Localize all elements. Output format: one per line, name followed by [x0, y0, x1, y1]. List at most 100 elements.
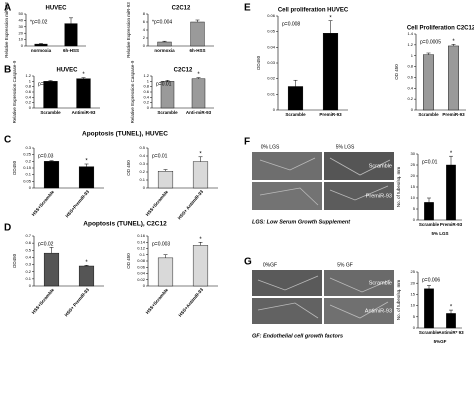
x-tick-label: 6h-HSS	[63, 48, 79, 53]
p-value: p=0.01	[156, 81, 172, 87]
bar	[43, 161, 60, 189]
y-tick-label: 40	[19, 17, 24, 22]
error-bar	[198, 242, 203, 246]
y-tick-label: 0	[143, 283, 146, 288]
error-bar	[69, 17, 73, 24]
image-col-label: 5% LGS	[336, 144, 355, 150]
bar	[446, 164, 456, 221]
p-value: p=0.03	[38, 153, 54, 159]
image-caption: LGS: Low Serum Growth Supplement	[252, 219, 351, 225]
bar	[448, 45, 459, 111]
y-tick-label: 0.6	[25, 240, 31, 245]
y-tick-label: 0.15	[23, 165, 32, 170]
y-tick-label: 0.05	[23, 178, 32, 183]
y-tick-label: 1	[147, 78, 150, 83]
bar	[424, 288, 434, 329]
y-tick-label: 0	[143, 185, 146, 190]
group-title: Apoptosis (TUNEL), C2C12	[83, 221, 167, 228]
y-tick-label: 5	[413, 314, 416, 319]
panel-letter: D	[4, 223, 11, 234]
error-bar	[449, 309, 453, 314]
y-tick-label: 0.4	[25, 254, 31, 259]
image-caption: GF: Endothelial cell growth factors	[252, 333, 343, 339]
error-bar	[39, 43, 43, 45]
y-tick-label: 0.5	[25, 247, 31, 252]
significance-star: *	[452, 39, 455, 45]
y-tick-label: 4	[143, 27, 146, 32]
bar	[157, 41, 172, 47]
significance-star: *	[82, 72, 85, 78]
panel-letter: A	[4, 3, 11, 14]
bar	[192, 245, 209, 287]
y-tick-label: 0	[147, 105, 150, 110]
x-tick-label: Scramble	[157, 110, 178, 115]
x-axis-label: 5% LGS	[431, 231, 448, 236]
y-tick-label: 0.3	[25, 262, 31, 267]
y-tick-label: 0.05	[267, 29, 276, 34]
y-tick-label: 0.4	[139, 153, 145, 158]
y-tick-label: 6	[143, 19, 146, 24]
p-value: *p=0.02	[30, 19, 48, 25]
y-tick-label: 0.14	[137, 239, 146, 244]
group-title: Apoptosis (TUNEL), HUVEC	[82, 131, 168, 138]
bar	[423, 54, 434, 111]
image-row-label: Scramble	[369, 163, 392, 169]
y-tick-label: 0.5	[139, 145, 145, 150]
error-bar	[195, 19, 200, 22]
micrograph-g	[252, 270, 394, 324]
y-tick-label: 30	[411, 151, 416, 156]
significance-star: *	[199, 151, 202, 157]
y-tick-label: 0.06	[267, 13, 276, 18]
y-tick-label: 0.2	[25, 158, 31, 163]
significance-star: *	[450, 305, 453, 311]
y-tick-label: 1.2	[25, 73, 31, 78]
y-tick-label: 15	[411, 291, 416, 296]
error-bar	[196, 77, 201, 79]
y-tick-label: 0.4	[143, 94, 149, 99]
y-tick-label: 0.12	[137, 246, 146, 251]
y-tick-label: 0.16	[137, 233, 146, 238]
error-bar	[449, 155, 453, 165]
error-bar	[49, 160, 54, 162]
x-tick-label: Scramble	[419, 330, 440, 335]
error-bar	[162, 40, 167, 42]
x-tick-label: AntimiR* 93	[438, 330, 464, 335]
y-tick-label: 0.04	[267, 44, 276, 49]
bar	[157, 170, 174, 189]
panel-letter: F	[244, 137, 250, 148]
chart-title: C2C12	[174, 68, 193, 74]
y-tick-label: 0.1	[25, 276, 31, 281]
x-tick-label: Scramble	[419, 222, 440, 227]
image-col-label: 0%GF	[263, 262, 277, 268]
x-tick-label: Scramble	[418, 112, 439, 117]
y-tick-label: 0.1	[139, 177, 145, 182]
chart-title: HUVEC	[56, 68, 78, 74]
y-tick-label: 20	[411, 280, 416, 285]
y-tick-label: 0.2	[25, 269, 31, 274]
y-tick-label: 0.3	[139, 161, 145, 166]
x-tick-label: PremiR-93	[440, 222, 463, 227]
error-bar	[165, 80, 170, 82]
y-tick-label: 8	[143, 11, 146, 16]
x-tick-label: normoxia	[31, 48, 52, 53]
panel-letter: C	[4, 135, 11, 146]
y-axis-label: Relative Expression miR-93	[4, 2, 9, 58]
significance-star: *	[85, 159, 88, 165]
y-tick-label: 1.2	[407, 42, 413, 47]
y-tick-label: 5	[413, 206, 416, 211]
x-tick-label: normoxia	[154, 48, 175, 53]
panel-letter: E	[244, 3, 251, 14]
y-tick-label: 0.4	[407, 85, 413, 90]
y-tick-label: 0.3	[25, 145, 31, 150]
p-value: p=0.006	[422, 277, 440, 283]
significance-star: *	[85, 260, 88, 266]
p-value: *p=0.004	[152, 19, 172, 25]
y-tick-label: 1	[29, 78, 32, 83]
y-tick-label: 20	[19, 30, 24, 35]
p-value: p=0.01	[152, 153, 168, 159]
error-bar	[84, 163, 89, 167]
p-value: p=0.0005	[420, 39, 441, 45]
p-value: p=0.006	[38, 81, 56, 87]
y-tick-label: 0.06	[137, 264, 146, 269]
error-bar	[427, 197, 431, 203]
